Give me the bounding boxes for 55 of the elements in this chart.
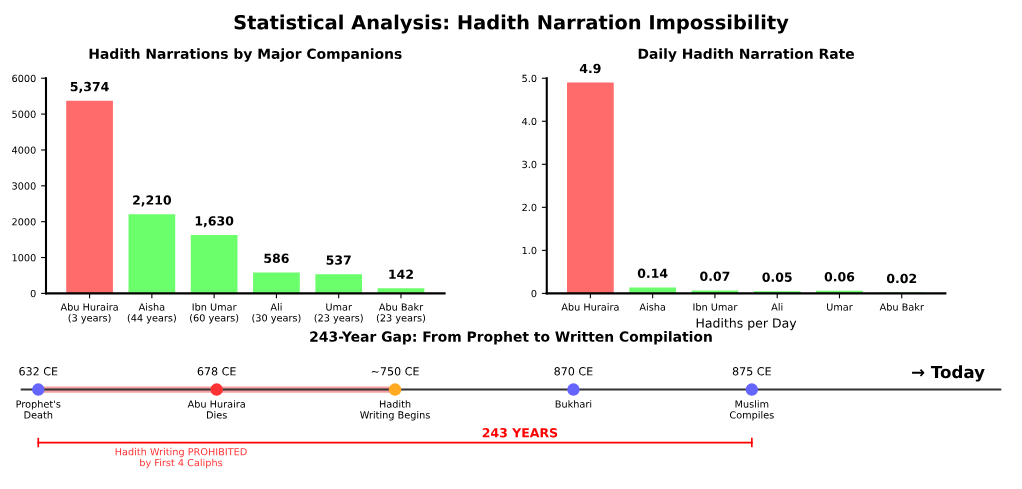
x-axis-title: Hadiths per Day — [696, 318, 797, 331]
text: 243 YEARS — [482, 428, 558, 438]
x-tick-label: Abu Huraira — [561, 303, 619, 311]
chart-title: Daily Hadith Narration Rate — [638, 48, 854, 62]
category-label: 875 CE — [732, 367, 771, 376]
chart-title: Hadith Narrations by Major Companions — [89, 48, 402, 62]
data-label: 1,630 — [195, 216, 234, 228]
data-label: 0.02 — [886, 273, 917, 284]
text: Abu Huraira Dies — [187, 400, 245, 419]
text: Bukhari — [555, 400, 592, 408]
y-tick-label: 1000 — [12, 254, 36, 262]
x-tick-label: Aisha — [639, 303, 666, 311]
x-tick-label: Ali (30 years) — [252, 303, 301, 324]
y-tick-label: 4000 — [12, 146, 36, 154]
y-tick-label: 3.0 — [522, 160, 537, 169]
data-label: 4.9 — [579, 63, 601, 74]
text: 243-Year Gap: From Prophet to Written Compilation — [310, 331, 712, 345]
x-tick-label: Abu Bakr — [879, 303, 924, 311]
text: Hadith Writing PROHIBITED by First 4 Caliphs — [115, 447, 247, 469]
y-tick-label: 4.0 — [522, 117, 537, 126]
data-label: 2,210 — [133, 195, 172, 207]
y-tick-label: 0 — [531, 289, 537, 298]
y-tick-label: 2000 — [12, 218, 36, 226]
y-tick-label: 5000 — [12, 110, 36, 118]
y-tick-label: 6000 — [12, 74, 36, 83]
data-label: 142 — [389, 269, 413, 279]
data-label: 0.07 — [700, 271, 730, 282]
category-label: 632 CE — [19, 367, 58, 376]
data-label: 537 — [326, 255, 351, 265]
x-tick-label: Ibn Umar — [693, 303, 738, 311]
data-label: 586 — [264, 253, 289, 264]
category-label: 870 CE — [554, 367, 593, 376]
category-label: 678 CE — [197, 367, 236, 376]
x-tick-label: Ali — [771, 303, 783, 311]
text: Hadith Writing Begins — [360, 400, 430, 421]
y-tick-label: 5.0 — [522, 74, 537, 83]
x-tick-label: Umar — [827, 303, 853, 311]
text: Statistical Analysis: Hadith Narration Impossibility — [234, 14, 789, 34]
y-tick-label: 0 — [30, 289, 36, 298]
x-tick-label: Aisha (44 years) — [127, 303, 176, 324]
data-label: 0.06 — [824, 272, 855, 282]
y-tick-label: 1.0 — [522, 246, 537, 255]
y-tick-label: 3000 — [12, 182, 36, 190]
x-tick-label: Abu Huraira (3 years) — [60, 303, 118, 324]
data-label: 5,374 — [70, 81, 109, 93]
text: Muslim Compiles — [729, 400, 774, 421]
x-tick-label: Abu Bakr (23 years) — [376, 303, 426, 324]
text: → Today — [912, 365, 985, 382]
category-label: ~750 CE — [371, 367, 419, 376]
x-tick-label: Ibn Umar (60 years) — [190, 303, 239, 324]
y-tick-label: 2.0 — [522, 203, 537, 212]
data-label: 0.14 — [637, 268, 668, 279]
text: Prophet's Death — [16, 400, 61, 419]
data-label: 0.05 — [762, 272, 792, 282]
x-tick-label: Umar (23 years) — [314, 303, 363, 324]
